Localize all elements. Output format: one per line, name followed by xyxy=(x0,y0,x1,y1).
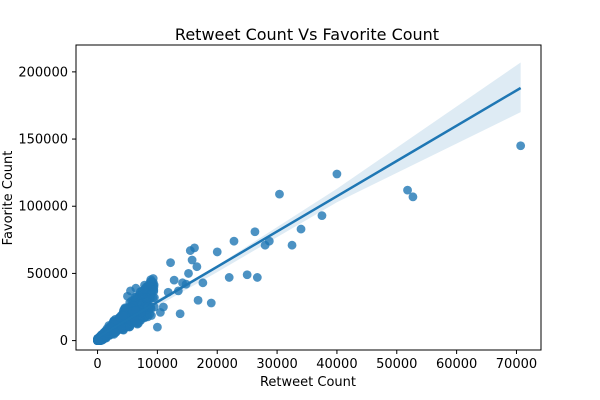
data-point xyxy=(132,318,141,328)
x-tick-label: 0 xyxy=(93,357,101,372)
data-point xyxy=(166,258,175,268)
data-point xyxy=(212,247,222,257)
y-tick-label: 50000 xyxy=(27,267,68,282)
data-point xyxy=(408,192,418,202)
confidence-band xyxy=(97,62,521,340)
x-tick-label: 30000 xyxy=(256,357,297,372)
data-point xyxy=(93,336,103,345)
data-point xyxy=(224,273,234,282)
data-point xyxy=(317,211,327,221)
data-points xyxy=(93,141,526,345)
data-point xyxy=(123,291,132,301)
data-point xyxy=(175,309,185,319)
data-point xyxy=(198,278,208,288)
data-point xyxy=(260,240,270,250)
x-tick-label: 20000 xyxy=(197,357,238,372)
data-point xyxy=(139,285,149,294)
plot-frame xyxy=(75,44,542,351)
data-point xyxy=(120,303,130,313)
chart-title: Retweet Count Vs Favorite Count xyxy=(175,25,439,44)
y-tick-label: 200000 xyxy=(18,65,68,80)
data-point xyxy=(242,270,252,280)
x-axis-ticks: 0 10000 20000 30000 40000 50000 60000 70000 xyxy=(93,350,537,372)
x-tick-label: 60000 xyxy=(436,357,477,372)
data-point xyxy=(192,262,202,272)
data-point xyxy=(158,302,168,312)
data-point xyxy=(169,275,179,285)
y-tick-label: 100000 xyxy=(18,200,68,215)
data-point xyxy=(145,310,155,319)
data-point xyxy=(185,246,195,255)
data-point xyxy=(296,224,306,234)
data-point xyxy=(229,236,239,246)
x-tick-label: 50000 xyxy=(376,357,417,372)
plot-area xyxy=(93,62,526,345)
x-tick-label: 70000 xyxy=(496,357,537,372)
y-tick-label: 150000 xyxy=(18,133,68,148)
data-point xyxy=(206,298,216,308)
data-point xyxy=(187,255,197,265)
y-tick-label: 0 xyxy=(60,334,68,349)
data-point xyxy=(516,141,526,151)
data-point xyxy=(193,295,203,305)
data-point xyxy=(152,322,162,332)
data-point xyxy=(287,240,297,250)
data-point xyxy=(111,328,120,337)
regression-line xyxy=(96,86,522,339)
y-axis-ticks: 0 50000 100000 150000 200000 xyxy=(18,65,76,349)
x-tick-label: 40000 xyxy=(316,357,357,372)
data-point xyxy=(332,169,342,179)
data-point xyxy=(149,293,159,302)
x-tick-label: 10000 xyxy=(137,357,178,372)
data-point xyxy=(184,269,193,278)
data-point xyxy=(403,185,412,195)
data-point xyxy=(250,227,260,237)
x-axis-label: Retweet Count xyxy=(260,375,356,390)
data-point xyxy=(119,311,128,321)
data-point xyxy=(252,273,262,282)
y-axis-label: Favorite Count xyxy=(1,151,16,246)
data-point xyxy=(275,189,284,199)
